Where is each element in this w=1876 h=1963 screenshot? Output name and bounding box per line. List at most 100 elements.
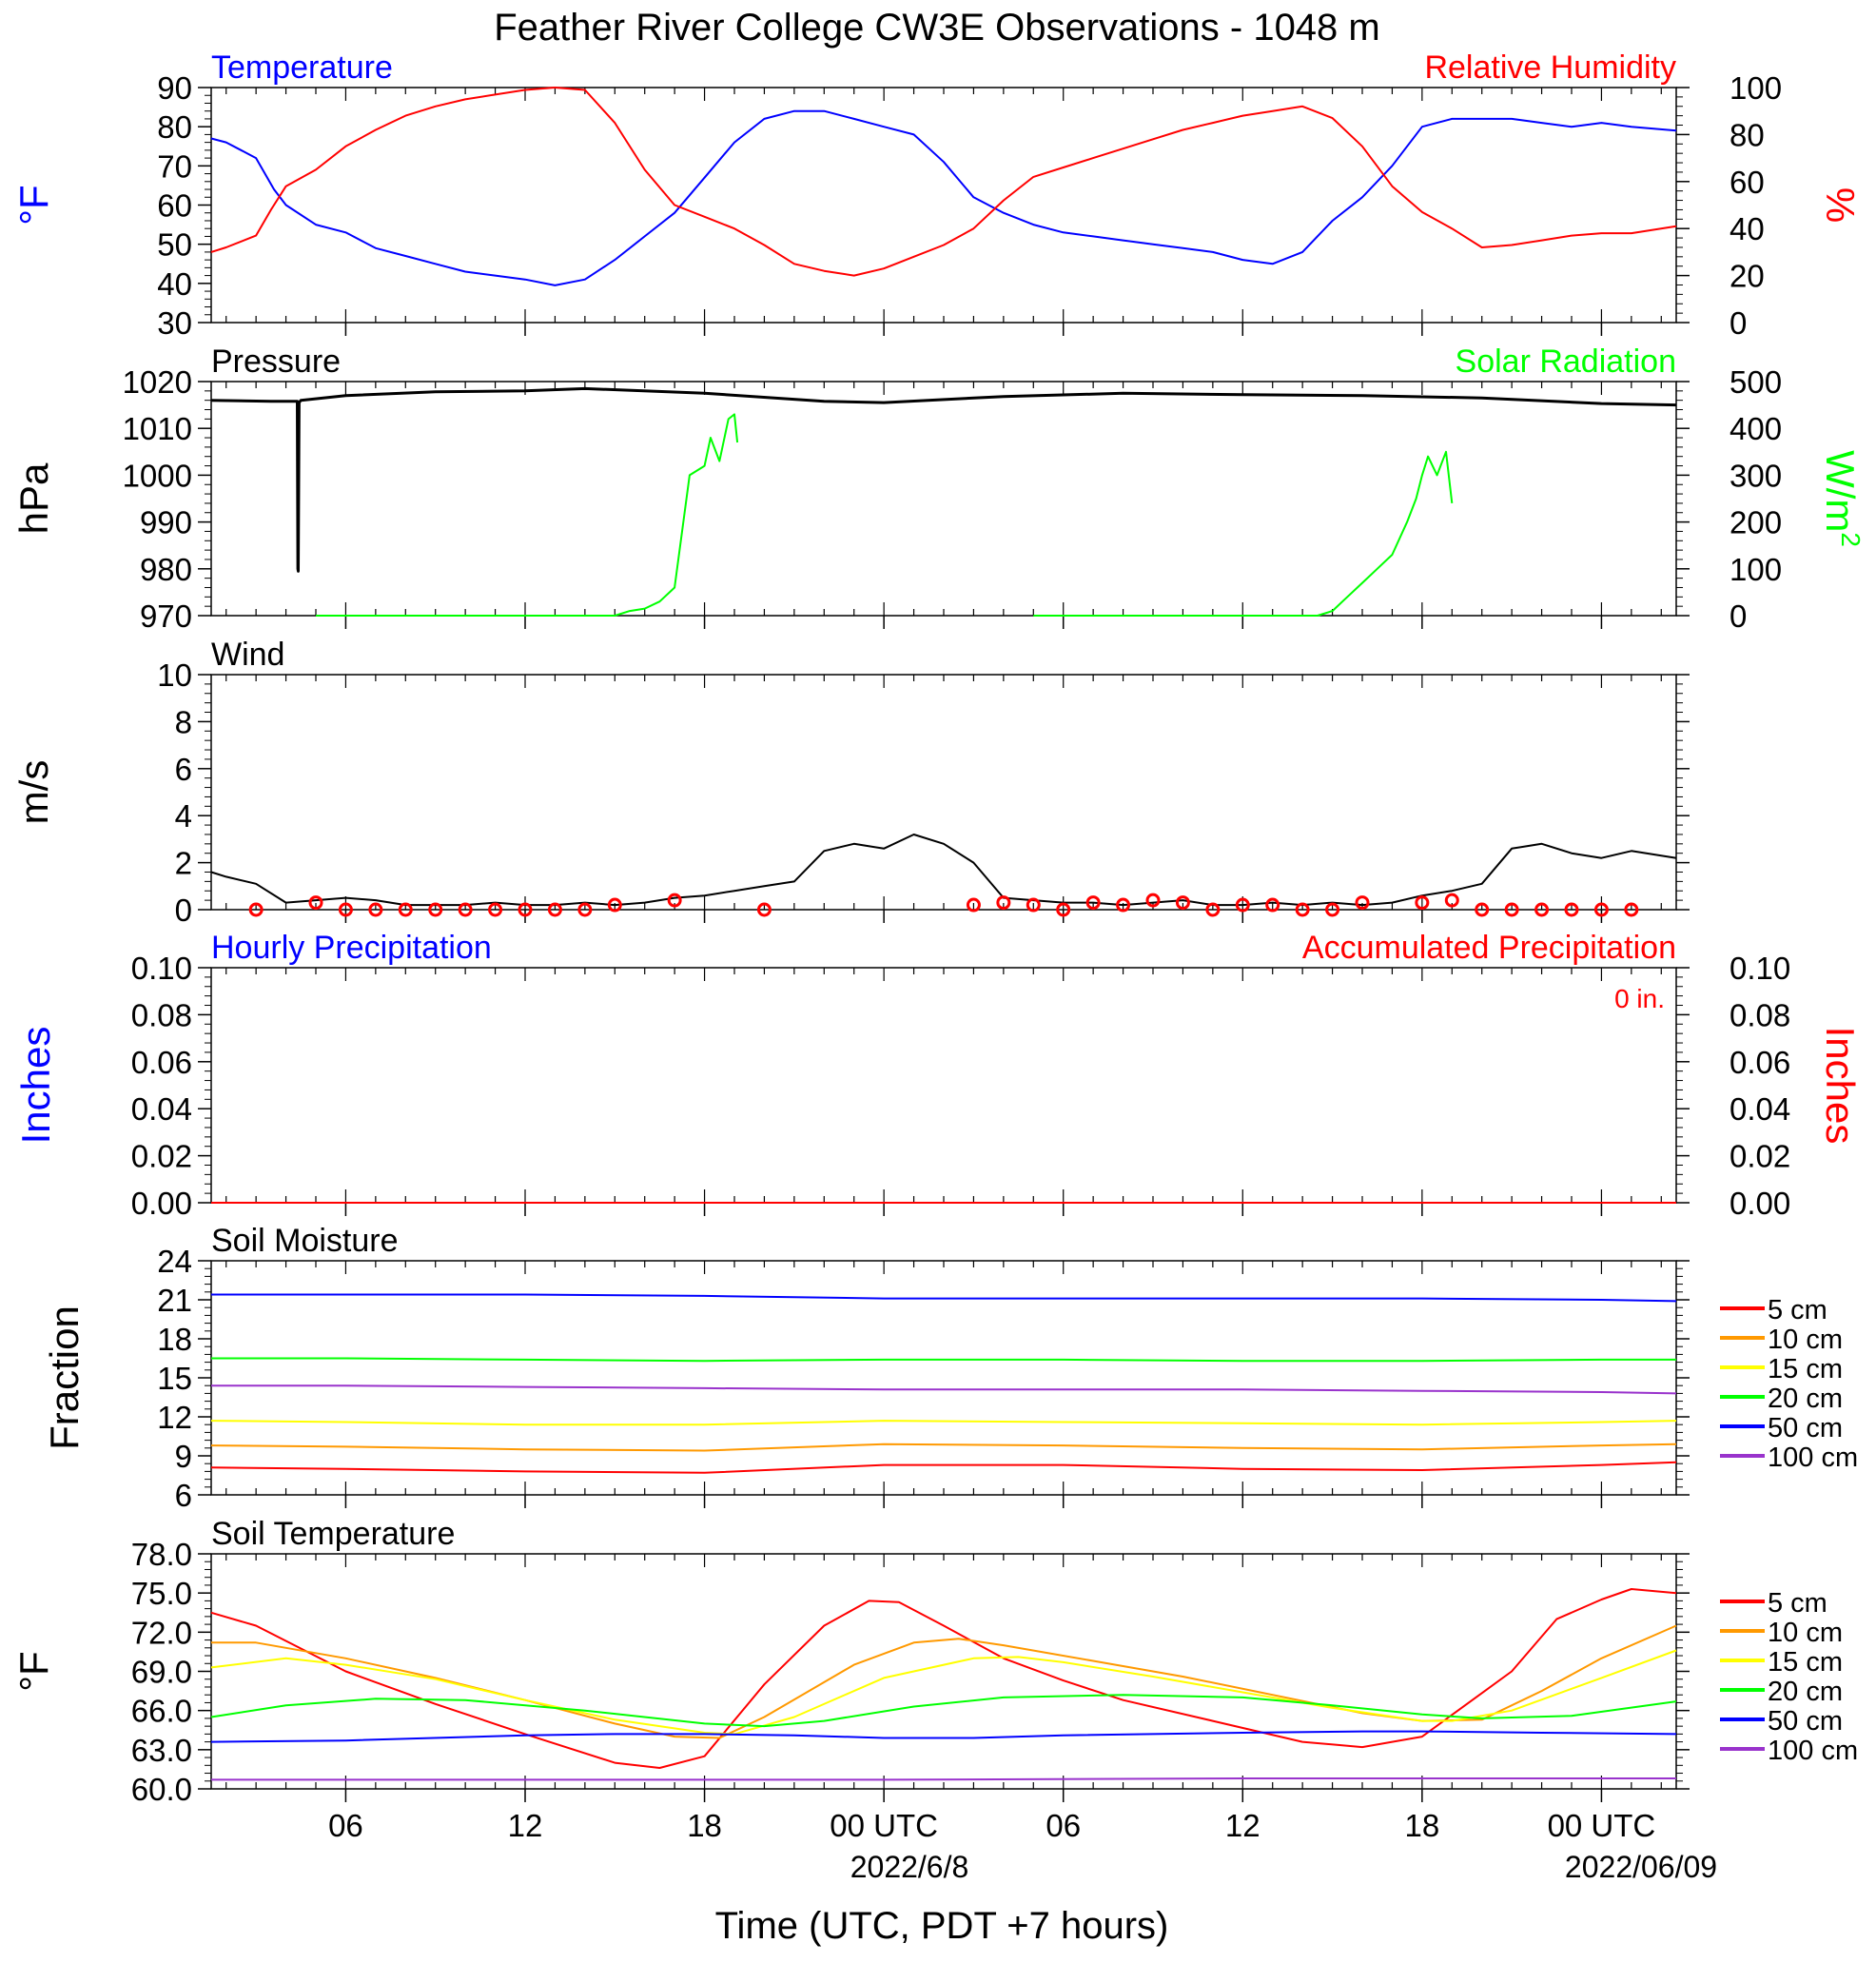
legend-label: 100 cm xyxy=(1768,1443,1858,1473)
wind-barb-marker xyxy=(966,897,981,913)
x-tick-label: 06 xyxy=(328,1808,363,1843)
y-tick-label-left: 0.08 xyxy=(131,997,192,1032)
y-tick-label-right: 0.00 xyxy=(1729,1186,1790,1221)
series-line-100-cm xyxy=(211,1777,1676,1781)
y-tick-label-left: 78.0 xyxy=(131,1537,192,1572)
figure-title: Feather River College CW3E Observations … xyxy=(494,7,1379,49)
series-line-solar-radiation xyxy=(1033,450,1454,617)
y-tick-label-left: 24 xyxy=(157,1244,192,1279)
legend-label: 20 cm xyxy=(1768,1384,1843,1414)
wind-barb-marker xyxy=(547,902,562,917)
y-tick-label-left: 72.0 xyxy=(131,1615,192,1650)
y-tick-label-right: 200 xyxy=(1729,505,1782,540)
y-tick-label-left: 0 xyxy=(175,893,192,928)
x-tick-label: 18 xyxy=(1404,1808,1439,1843)
wind-barb-marker xyxy=(1564,902,1579,917)
legend-label: 10 cm xyxy=(1768,1325,1843,1355)
y-axis-label-right-text: W/m xyxy=(1818,450,1863,532)
panel-soil_moisture: 6 9 12 15 18 21 24 Soil Moisture Fraction 5 cm10 … xyxy=(42,1223,1858,1513)
series-line-20-cm xyxy=(210,1694,1677,1728)
series-line-wind-speed xyxy=(210,834,1677,907)
x-axis-label: Time (UTC, PDT +7 hours) xyxy=(715,1905,1169,1947)
y-tick-label-left: 69.0 xyxy=(131,1655,192,1690)
y-tick-label-left: 75.0 xyxy=(131,1576,192,1611)
wind-barb-marker xyxy=(1026,897,1041,913)
panel-precip: 0.00 0.02 0.04 0.06 0.08 0.10 0.00 0.02 0.04 0.06… xyxy=(13,930,1863,1221)
date-label-2022-06-09: 2022/06/09 xyxy=(1565,1850,1717,1884)
panel-title-right: Relative Humidity xyxy=(1424,49,1676,86)
y-tick-label-right: 0.08 xyxy=(1729,997,1790,1032)
y-tick-label-right: 500 xyxy=(1729,364,1782,400)
y-tick-label-left: 60 xyxy=(157,188,192,224)
wind-barb-marker xyxy=(1444,893,1459,908)
wind-barb-marker xyxy=(398,902,413,917)
plot-frame xyxy=(210,1553,1677,1790)
wind-barb-marker xyxy=(667,893,682,908)
plot-frame xyxy=(210,674,1677,911)
series-line-50-cm xyxy=(210,1730,1677,1743)
y-tick-label-left: 0.10 xyxy=(131,951,192,986)
x-tick-label: 12 xyxy=(1225,1808,1260,1843)
x-tick-label: 12 xyxy=(508,1808,543,1843)
wind-barb-marker xyxy=(1145,893,1161,908)
series-line-50-cm xyxy=(211,1293,1677,1303)
y-tick-label-left: 63.0 xyxy=(131,1733,192,1768)
wind-barb-marker xyxy=(488,902,503,917)
plot-frame xyxy=(210,1260,1677,1496)
legend-label: 20 cm xyxy=(1768,1677,1843,1707)
wind-barb-marker xyxy=(1116,897,1131,913)
y-axis-label-right: Inches xyxy=(1818,1027,1863,1145)
y-tick-label-right: 0.02 xyxy=(1729,1139,1790,1174)
wind-barb-marker xyxy=(1205,902,1221,917)
y-axis-label-right: % xyxy=(1818,187,1863,223)
series-line-10-cm xyxy=(210,1443,1677,1452)
y-tick-label-left: 15 xyxy=(157,1361,192,1396)
y-tick-label-right: 400 xyxy=(1729,411,1782,446)
y-axis-label-left: hPa xyxy=(11,462,56,534)
panel-title-left: Pressure xyxy=(211,344,341,380)
wind-barb-marker xyxy=(368,902,383,917)
wind-barb-marker xyxy=(1056,902,1071,917)
y-tick-label-left: 1000 xyxy=(123,458,192,493)
panel-title-right: Accumulated Precipitation xyxy=(1302,930,1676,966)
wind-barb-marker xyxy=(1504,902,1519,917)
y-tick-label-left: 80 xyxy=(157,109,192,145)
x-tick-label: 00 UTC xyxy=(1548,1808,1656,1843)
x-tick-label: 00 UTC xyxy=(830,1808,938,1843)
wind-barb-marker xyxy=(1175,895,1190,911)
y-tick-label-left: 970 xyxy=(140,599,192,634)
y-axis-label-left: °F xyxy=(11,1651,56,1691)
legend-label: 50 cm xyxy=(1768,1706,1843,1737)
wind-barb-marker xyxy=(338,902,353,917)
wind-barb-marker xyxy=(1355,895,1370,911)
y-tick-label-left: 8 xyxy=(175,704,192,739)
legend-label: 15 cm xyxy=(1768,1354,1843,1384)
series-line-solar-radiation xyxy=(316,413,739,617)
wind-barb-marker xyxy=(577,902,593,917)
y-tick-label-left: 0.00 xyxy=(131,1186,192,1221)
legend-label: 50 cm xyxy=(1768,1413,1843,1443)
panel-title-left: Hourly Precipitation xyxy=(211,930,492,966)
y-tick-label-right: 0 xyxy=(1729,305,1747,341)
y-tick-label-right: 0.04 xyxy=(1729,1091,1790,1127)
y-tick-label-left: 90 xyxy=(157,70,192,106)
y-tick-label-right: 0.06 xyxy=(1729,1045,1790,1080)
y-axis-label-right-text: Inches xyxy=(1818,1027,1863,1145)
panel-title-left: Soil Moisture xyxy=(211,1223,399,1259)
y-axis-label-left: m/s xyxy=(11,760,56,825)
y-tick-label-left: 66.0 xyxy=(131,1694,192,1729)
series-line-100-cm xyxy=(211,1384,1677,1395)
wind-barb-marker xyxy=(1415,895,1430,911)
wind-barb-marker xyxy=(428,902,443,917)
legend-label: 10 cm xyxy=(1768,1618,1843,1648)
wind-barb-marker xyxy=(1475,902,1490,917)
series-line-temperature xyxy=(210,109,1677,286)
y-axis-label-right-sup: 2 xyxy=(1836,532,1866,547)
panel-title-left: Soil Temperature xyxy=(211,1516,455,1552)
series-line-5-cm xyxy=(210,1461,1677,1474)
panel-wind: 0 2 4 6 8 10 Wind m/s xyxy=(11,637,1690,928)
wind-barb-marker xyxy=(1624,902,1639,917)
